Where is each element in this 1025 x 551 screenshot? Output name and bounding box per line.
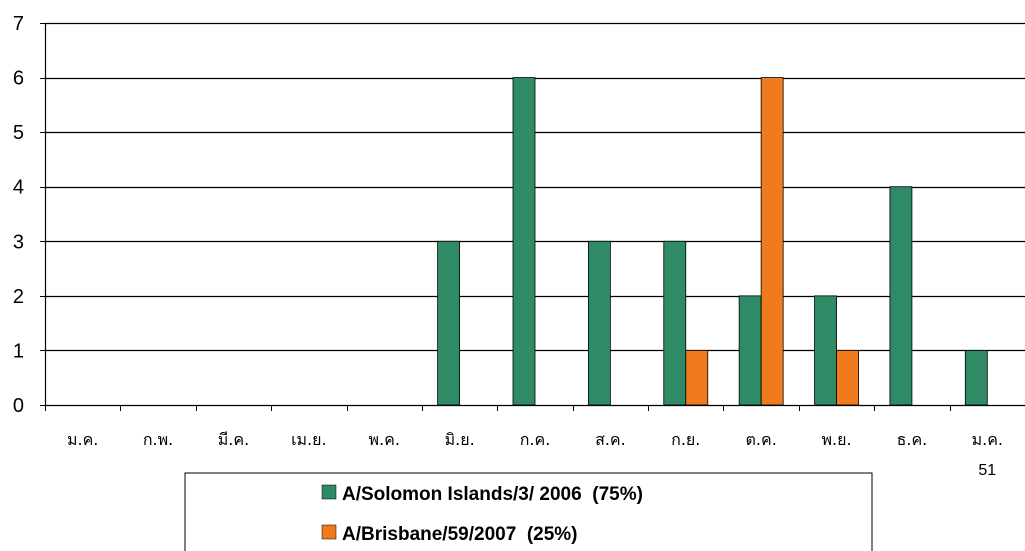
y-tick-label-3: 3	[13, 231, 24, 253]
legend-label-brisbane: A/Brisbane/59/2007 (25%)	[342, 524, 578, 545]
x-tick-label-11: ธ.ค.	[897, 430, 928, 449]
bar-brisbane-9	[760, 77, 784, 406]
x-tick-label-10: พ.ย.	[821, 430, 851, 449]
legend-box	[184, 472, 873, 551]
bar-solomon-9	[738, 295, 762, 406]
bar-solomon-12	[964, 350, 988, 406]
bar-solomon-11	[889, 186, 913, 406]
legend-swatch-solomon	[321, 484, 337, 500]
y-tick-label-1: 1	[13, 340, 24, 362]
x-tick-label-5: มิ.ย.	[445, 430, 475, 449]
legend-swatch-brisbane	[321, 524, 337, 540]
x-tick-label-8: ก.ย.	[671, 430, 700, 449]
x-tick-label-7: ส.ค.	[595, 430, 626, 449]
x-tick-label-0: ม.ค.	[67, 430, 98, 449]
legend: A/Solomon Islands/3/ 2006 (75%) A/Brisba…	[184, 472, 873, 551]
x-tick-label-12: ม.ค.	[972, 430, 1003, 449]
x-tick-label-3: เม.ย.	[291, 430, 327, 449]
x-tick-label-2: มี.ค.	[218, 430, 249, 449]
y-tick-label-2: 2	[13, 286, 24, 308]
y-tick-label-0: 0	[13, 395, 24, 417]
x-tick-label-9: ต.ค.	[746, 430, 777, 449]
legend-label-solomon: A/Solomon Islands/3/ 2006 (75%)	[342, 484, 643, 505]
x-tick-label-1: ก.พ.	[143, 430, 173, 449]
x-tick-sublabel-12: 51	[978, 462, 996, 479]
bar-solomon-7	[587, 240, 611, 406]
y-tick-label-4: 4	[13, 177, 24, 199]
bar-solomon-10	[814, 295, 837, 406]
axes	[40, 23, 1025, 411]
bar-brisbane-8	[685, 350, 709, 406]
bar-brisbane-10	[836, 350, 859, 406]
x-tick-label-4: พ.ค.	[369, 430, 400, 449]
y-tick-label-7: 7	[13, 13, 24, 35]
y-tick-label-5: 5	[13, 122, 24, 144]
x-tick-label-6: ก.ค.	[520, 430, 551, 449]
bars	[437, 77, 988, 406]
y-tick-label-6: 6	[13, 68, 24, 90]
bar-solomon-5	[437, 240, 461, 406]
x-tick-labels: ม.ค. ก.พ. มี.ค. เม.ย. พ.ค. มิ.ย. ก.ค. ส.ค. ก.ย. ต…	[67, 430, 1003, 479]
bar-solomon-8	[663, 240, 687, 406]
bar-solomon-6	[512, 77, 536, 406]
y-tick-labels: 0 1 2 3 4 5 6 7	[13, 13, 24, 417]
